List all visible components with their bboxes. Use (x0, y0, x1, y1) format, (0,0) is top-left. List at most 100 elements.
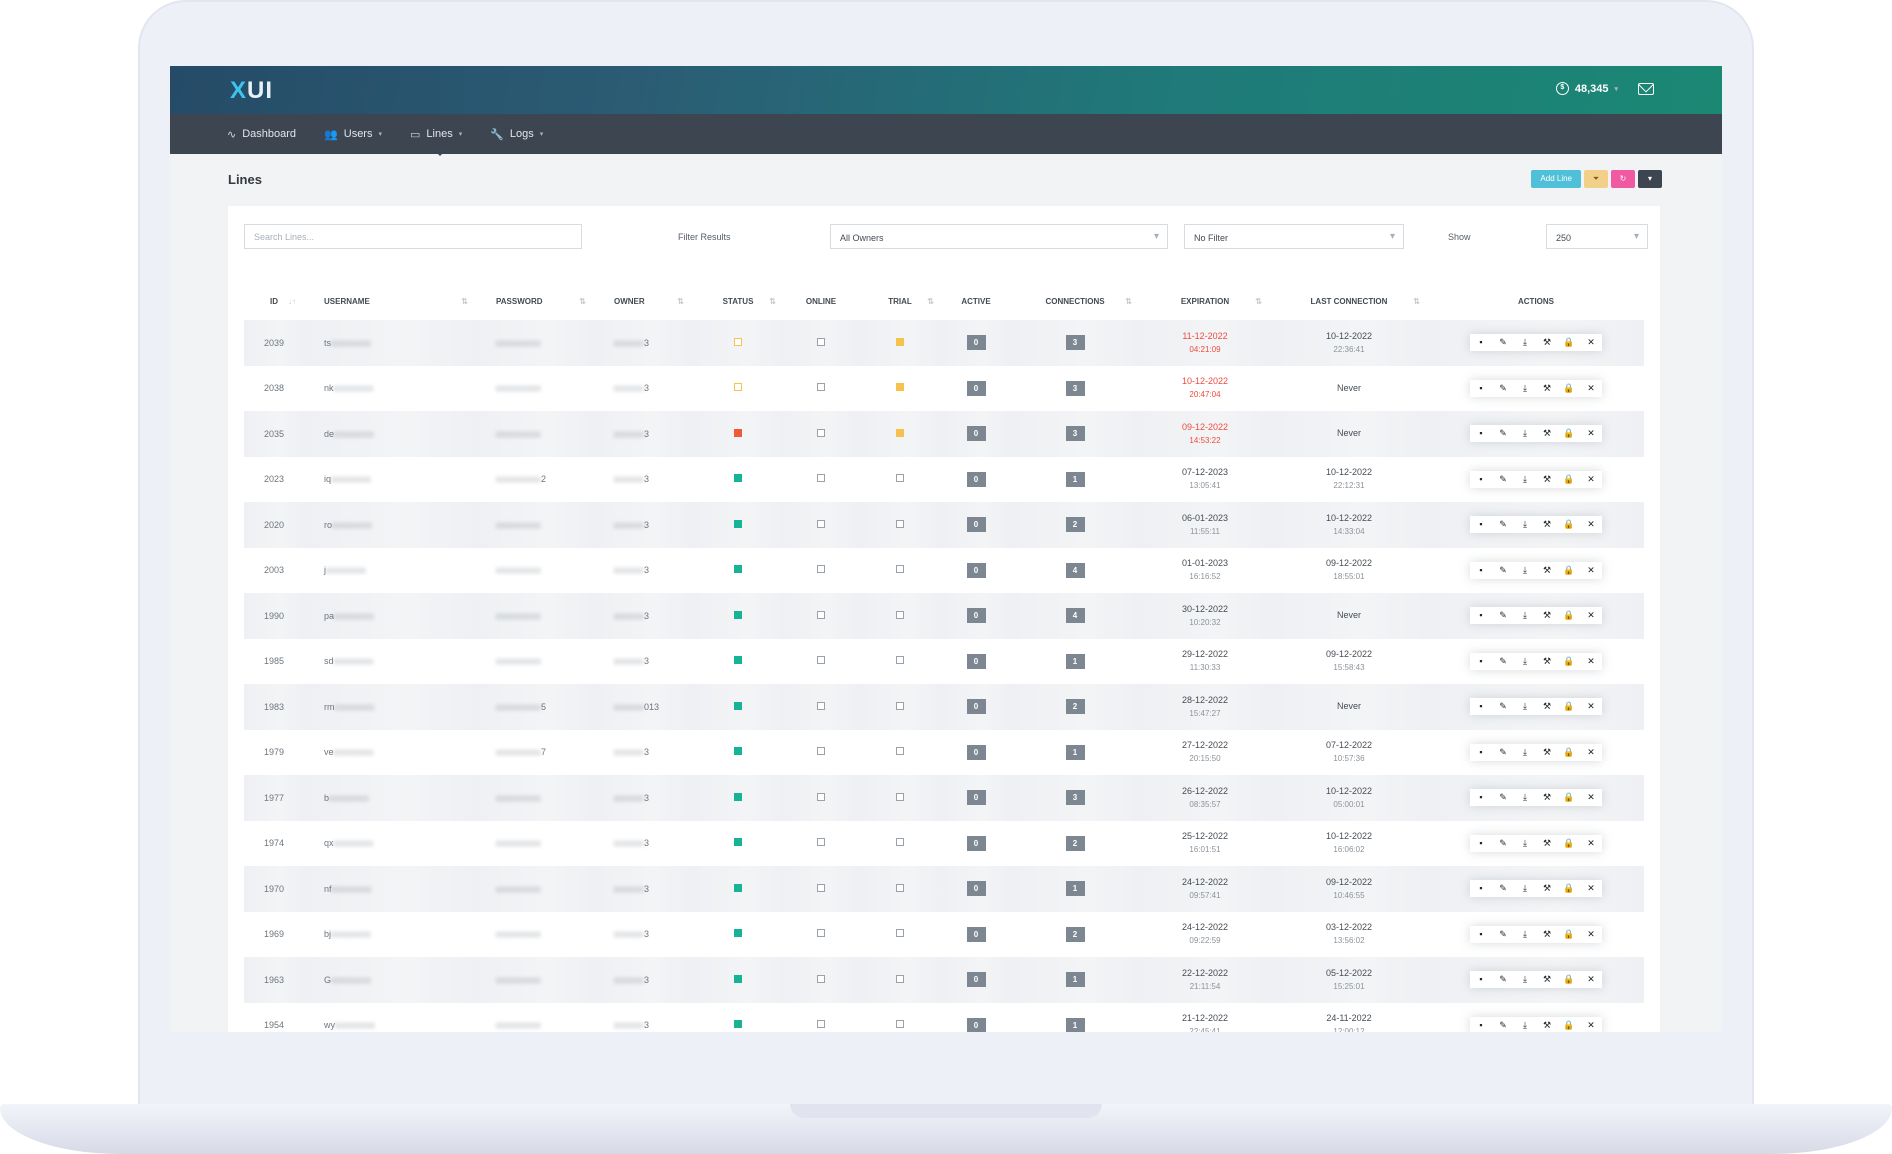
lock-icon[interactable]: 🔒 (1563, 746, 1575, 757)
nav-lines[interactable]: ▭ Lines ▾ (410, 128, 463, 141)
edit-icon[interactable]: ✎ (1499, 792, 1507, 803)
table-row[interactable]: 1985 sdxxxxxxxx xxxxxxxxx xxxxxx3 0 1 29… (244, 639, 1644, 685)
table-row[interactable]: 1983 rmxxxxxxxx xxxxxxxxx5 xxxxxx013 0 2… (244, 684, 1644, 730)
edit-icon[interactable]: ✎ (1499, 519, 1507, 530)
table-row[interactable]: 1979 vexxxxxxxx xxxxxxxxx7 xxxxxx3 0 1 2… (244, 730, 1644, 776)
file-icon[interactable]: ▪ (1479, 1019, 1483, 1030)
hammer-icon[interactable]: ⚒ (1542, 337, 1552, 348)
table-row[interactable]: 1969 bjxxxxxxxx xxxxxxxxx xxxxxx3 0 2 24… (244, 912, 1644, 958)
edit-icon[interactable]: ✎ (1499, 655, 1507, 666)
file-icon[interactable]: ▪ (1479, 792, 1483, 803)
hammer-icon[interactable]: ⚒ (1542, 701, 1552, 712)
column-header-expiration[interactable]: Expiration ⇅ (1180, 296, 1262, 307)
file-icon[interactable]: ▪ (1479, 655, 1483, 666)
download-icon[interactable]: ⤓ (1523, 564, 1527, 575)
close-icon[interactable]: ✕ (1587, 883, 1595, 894)
search-input[interactable]: Search Lines... (244, 224, 582, 249)
add-line-button[interactable]: Add Line (1531, 170, 1581, 188)
file-icon[interactable]: ▪ (1479, 519, 1483, 530)
close-icon[interactable]: ✕ (1587, 428, 1595, 439)
nav-users[interactable]: 👥 Users ▾ (324, 128, 382, 141)
table-row[interactable]: 2038 nkxxxxxxxx xxxxxxxxx xxxxxx3 0 3 10… (244, 366, 1644, 412)
chevron-down-icon[interactable]: ▾ (1614, 85, 1618, 93)
file-icon[interactable]: ▪ (1479, 382, 1483, 393)
hammer-icon[interactable]: ⚒ (1542, 837, 1552, 848)
edit-icon[interactable]: ✎ (1499, 610, 1507, 621)
download-icon[interactable]: ⤓ (1523, 655, 1527, 666)
lock-icon[interactable]: 🔒 (1563, 337, 1575, 348)
table-row[interactable]: 1954 wyxxxxxxxx xxxxxxxxx xxxxxx3 0 1 21… (244, 1003, 1644, 1032)
logo[interactable]: XUI (230, 77, 274, 104)
refresh-button[interactable]: ↻ (1611, 170, 1635, 188)
edit-icon[interactable]: ✎ (1499, 337, 1507, 348)
download-icon[interactable]: ⤓ (1523, 974, 1527, 985)
file-icon[interactable]: ▪ (1479, 883, 1483, 894)
file-icon[interactable]: ▪ (1479, 564, 1483, 575)
hammer-icon[interactable]: ⚒ (1542, 792, 1552, 803)
edit-icon[interactable]: ✎ (1499, 382, 1507, 393)
lock-icon[interactable]: 🔒 (1563, 701, 1575, 712)
hammer-icon[interactable]: ⚒ (1542, 610, 1552, 621)
edit-icon[interactable]: ✎ (1499, 564, 1507, 575)
hammer-icon[interactable]: ⚒ (1542, 655, 1552, 666)
hammer-icon[interactable]: ⚒ (1542, 928, 1552, 939)
hammer-icon[interactable]: ⚒ (1542, 746, 1552, 757)
lock-icon[interactable]: 🔒 (1563, 792, 1575, 803)
table-row[interactable]: 2020 roxxxxxxxx xxxxxxxxx xxxxxx3 0 2 06… (244, 502, 1644, 548)
column-header-username[interactable]: Username ⇅ (324, 296, 468, 307)
close-icon[interactable]: ✕ (1587, 382, 1595, 393)
file-icon[interactable]: ▪ (1479, 473, 1483, 484)
file-icon[interactable]: ▪ (1479, 746, 1483, 757)
table-row[interactable]: 1970 nfxxxxxxxx xxxxxxxxx xxxxxx3 0 1 24… (244, 866, 1644, 912)
lock-icon[interactable]: 🔒 (1563, 883, 1575, 894)
close-icon[interactable]: ✕ (1587, 337, 1595, 348)
close-icon[interactable]: ✕ (1587, 974, 1595, 985)
page-size-select[interactable]: 250 (1546, 224, 1648, 249)
lock-icon[interactable]: 🔒 (1563, 837, 1575, 848)
edit-icon[interactable]: ✎ (1499, 701, 1507, 712)
lock-icon[interactable]: 🔒 (1563, 974, 1575, 985)
close-icon[interactable]: ✕ (1587, 610, 1595, 621)
hammer-icon[interactable]: ⚒ (1542, 473, 1552, 484)
file-icon[interactable]: ▪ (1479, 428, 1483, 439)
close-icon[interactable]: ✕ (1587, 746, 1595, 757)
hammer-icon[interactable]: ⚒ (1542, 1019, 1552, 1030)
lock-icon[interactable]: 🔒 (1563, 928, 1575, 939)
table-row[interactable]: 1974 qxxxxxxxxx xxxxxxxxx xxxxxx3 0 2 25… (244, 821, 1644, 867)
table-row[interactable]: 2023 iqxxxxxxxx xxxxxxxxx2 xxxxxx3 0 1 0… (244, 457, 1644, 503)
edit-icon[interactable]: ✎ (1499, 473, 1507, 484)
column-header-owner[interactable]: Owner ⇅ (614, 296, 684, 307)
hammer-icon[interactable]: ⚒ (1542, 974, 1552, 985)
download-icon[interactable]: ⤓ (1523, 519, 1527, 530)
close-icon[interactable]: ✕ (1587, 792, 1595, 803)
close-icon[interactable]: ✕ (1587, 837, 1595, 848)
edit-icon[interactable]: ✎ (1499, 837, 1507, 848)
close-icon[interactable]: ✕ (1587, 1019, 1595, 1030)
download-icon[interactable]: ⤓ (1523, 337, 1527, 348)
lock-icon[interactable]: 🔒 (1563, 428, 1575, 439)
filter-button[interactable]: ⏷ (1584, 170, 1608, 188)
edit-icon[interactable]: ✎ (1499, 883, 1507, 894)
hammer-icon[interactable]: ⚒ (1542, 519, 1552, 530)
download-icon[interactable]: ⤓ (1523, 701, 1527, 712)
file-icon[interactable]: ▪ (1479, 337, 1483, 348)
table-row[interactable]: 2003 jxxxxxxxx xxxxxxxxx xxxxxx3 0 4 01-… (244, 548, 1644, 594)
file-icon[interactable]: ▪ (1479, 837, 1483, 848)
lock-icon[interactable]: 🔒 (1563, 473, 1575, 484)
edit-icon[interactable]: ✎ (1499, 428, 1507, 439)
download-icon[interactable]: ⤓ (1523, 792, 1527, 803)
close-icon[interactable]: ✕ (1587, 701, 1595, 712)
download-icon[interactable]: ⤓ (1523, 928, 1527, 939)
hammer-icon[interactable]: ⚒ (1542, 428, 1552, 439)
edit-icon[interactable]: ✎ (1499, 1019, 1507, 1030)
column-header-trial[interactable]: Trial ⇅ (888, 296, 934, 307)
hammer-icon[interactable]: ⚒ (1542, 564, 1552, 575)
download-icon[interactable]: ⤓ (1523, 382, 1527, 393)
download-icon[interactable]: ⤓ (1523, 428, 1527, 439)
filter-select[interactable]: No Filter (1184, 224, 1404, 249)
column-header-status[interactable]: Status ⇅ (722, 296, 776, 307)
close-icon[interactable]: ✕ (1587, 564, 1595, 575)
close-icon[interactable]: ✕ (1587, 519, 1595, 530)
download-icon[interactable]: ⤓ (1523, 610, 1527, 621)
file-icon[interactable]: ▪ (1479, 610, 1483, 621)
